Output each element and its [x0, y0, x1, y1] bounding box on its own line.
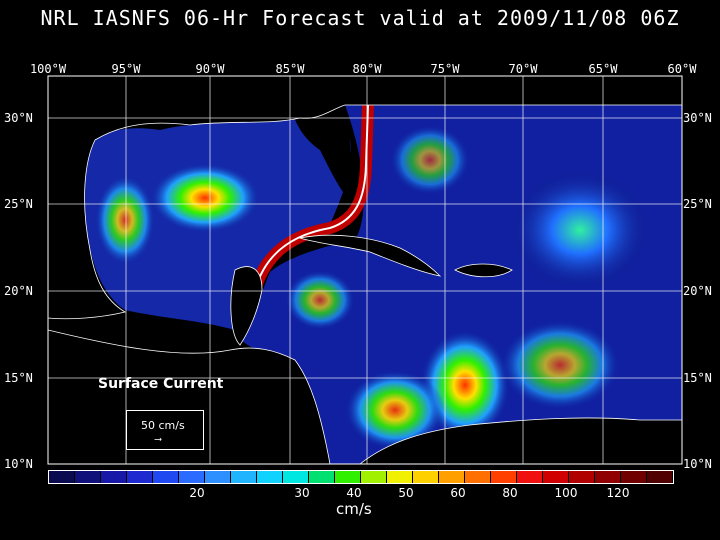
loop-current-eddy	[150, 163, 260, 233]
central-america-land	[48, 329, 331, 464]
colorbar-swatch	[179, 471, 205, 483]
graticule	[48, 76, 682, 464]
bahamas-eddy	[390, 125, 470, 195]
reference-arrow-icon: ⟶	[155, 434, 162, 445]
colorbar-swatch	[283, 471, 309, 483]
lon-label: 60°W	[667, 62, 697, 76]
hispaniola-land	[454, 263, 513, 278]
lon-label: 100°W	[29, 62, 67, 76]
colombia-eddy	[345, 370, 445, 450]
reference-vector-box: 50 cm/s ⟶	[126, 410, 204, 450]
lat-label: 10°N	[683, 457, 712, 471]
colorbar-swatch	[335, 471, 361, 483]
colorbar-tick: 120	[606, 486, 630, 500]
lon-label: 70°W	[508, 62, 538, 76]
ocean-field	[48, 76, 682, 464]
colorbar-swatch	[569, 471, 595, 483]
colorbar-swatch	[257, 471, 283, 483]
lon-label: 80°W	[352, 62, 382, 76]
map-title: NRL IASNFS 06-Hr Forecast valid at 2009/…	[40, 6, 680, 30]
colorbar-swatch	[387, 471, 413, 483]
colorbar-swatch	[361, 471, 387, 483]
yucatan-eddy	[285, 270, 355, 330]
lat-label: 30°N	[683, 111, 712, 125]
lon-label: 95°W	[111, 62, 141, 76]
colorbar-tick: 30	[294, 486, 310, 500]
lon-label: 75°W	[430, 62, 460, 76]
colorbar-tick: 20	[189, 486, 205, 500]
colorbar-swatch	[231, 471, 257, 483]
colorbar	[48, 470, 674, 484]
colorbar-swatch	[127, 471, 153, 483]
eastern-caribbean-eddy	[500, 320, 620, 410]
gulf-stream-streamline	[254, 104, 369, 291]
lon-label: 90°W	[195, 62, 225, 76]
colorbar-swatch	[101, 471, 127, 483]
atlantic-field	[510, 170, 650, 290]
colorbar-swatch	[491, 471, 517, 483]
colorbar-swatch	[205, 471, 231, 483]
florida-land	[290, 105, 352, 198]
colorbar-swatch	[465, 471, 491, 483]
colorbar-swatch	[413, 471, 439, 483]
colorbar-tick: 40	[346, 486, 362, 500]
yucatan-land	[230, 266, 263, 346]
lat-label: 20°N	[4, 284, 33, 298]
lat-label: 25°N	[683, 197, 712, 211]
colorbar-units: cm/s	[336, 500, 372, 518]
lat-label: 15°N	[4, 371, 33, 385]
colorbar-tick: 60	[450, 486, 466, 500]
colorbar-swatch	[49, 471, 75, 483]
colorbar-swatch	[647, 471, 673, 483]
colorbar-swatch	[439, 471, 465, 483]
surface-current-label: Surface Current	[98, 376, 224, 392]
lat-label: 10°N	[4, 457, 33, 471]
colorbar-swatch	[543, 471, 569, 483]
colorbar-tick: 100	[554, 486, 578, 500]
reference-vector-label: 50 cm/s	[141, 419, 185, 432]
colorbar-swatch	[75, 471, 101, 483]
colorbar-swatch	[517, 471, 543, 483]
lat-label: 30°N	[4, 111, 33, 125]
colorbar-tick: 80	[502, 486, 518, 500]
colorbar-swatch	[309, 471, 335, 483]
lat-label: 15°N	[683, 371, 712, 385]
lat-label: 20°N	[683, 284, 712, 298]
lon-label: 65°W	[588, 62, 618, 76]
lon-label: 85°W	[275, 62, 305, 76]
south-america-land	[359, 417, 682, 464]
map-frame	[47, 75, 683, 465]
western-gulf-eddy	[95, 175, 155, 265]
colorbar-tick: 50	[398, 486, 414, 500]
colorbar-swatch	[595, 471, 621, 483]
cuba-land	[299, 234, 442, 277]
colorbar-swatch	[621, 471, 647, 483]
colorbar-swatch	[153, 471, 179, 483]
lat-label: 25°N	[4, 197, 33, 211]
